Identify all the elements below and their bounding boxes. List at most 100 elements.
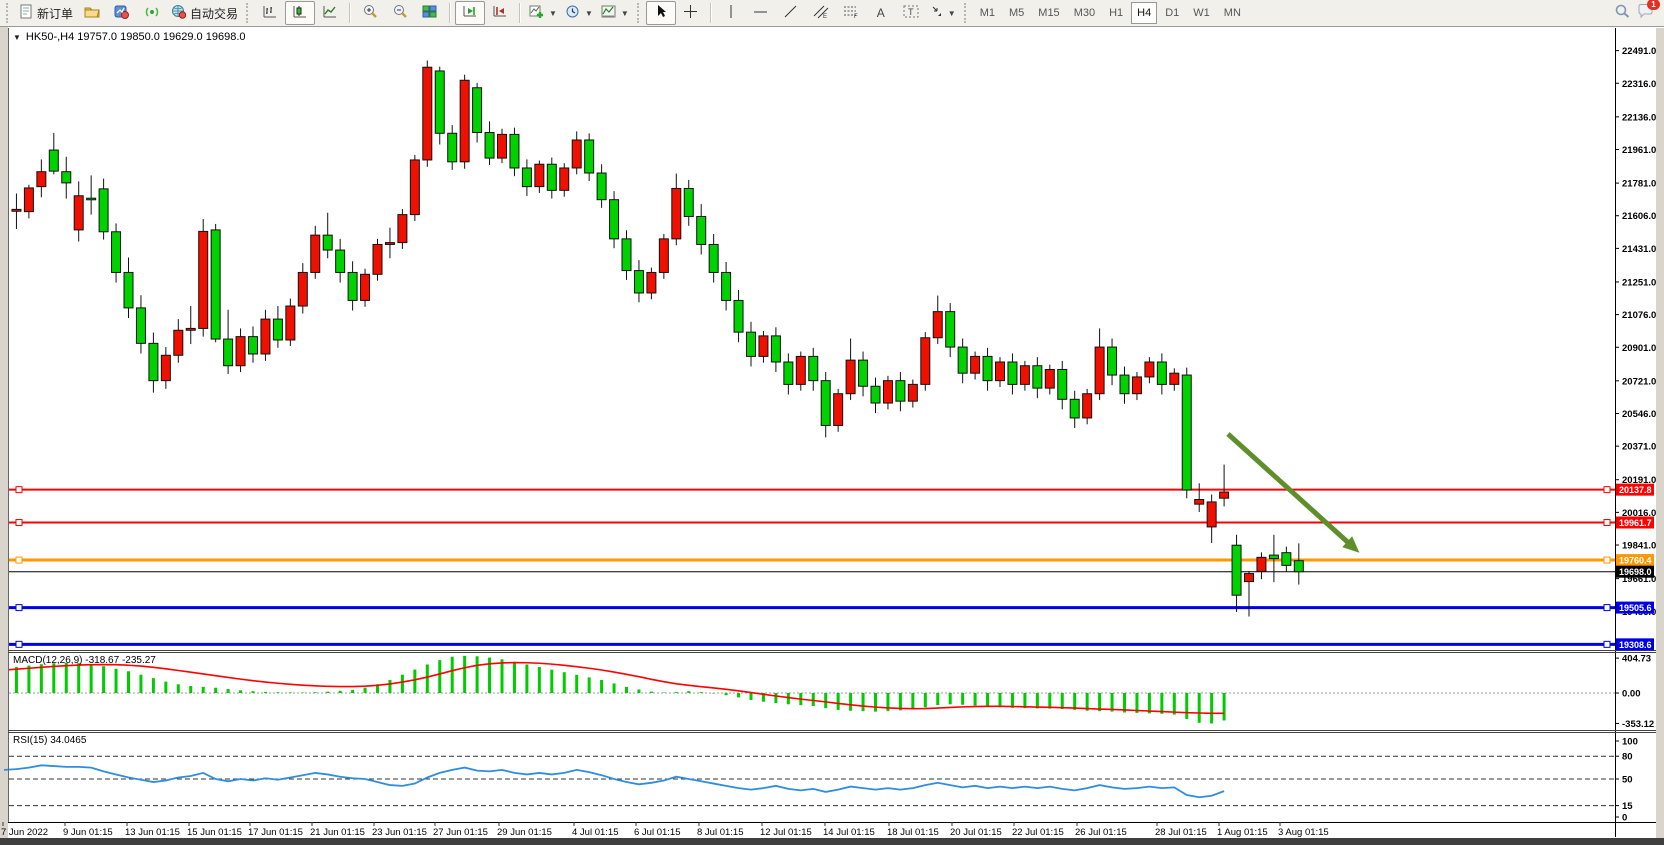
periods-button[interactable]: ▼ [561, 1, 597, 25]
chart-shift-button[interactable] [485, 1, 515, 25]
timeframe-h1-button[interactable]: H1 [1109, 7, 1124, 19]
timeframe-mn-button[interactable]: MN [1223, 7, 1241, 19]
chart-frame [8, 28, 1656, 837]
time-axis[interactable]: 7 Jun 2022 9 Jun 01:15 13 Jun 01:15 15 Jun … [1, 822, 1329, 838]
auto-scroll-button[interactable] [455, 1, 486, 25]
text-label-button[interactable]: T [896, 1, 926, 25]
toolbar-grip[interactable] [246, 3, 251, 23]
macd-pane[interactable] [4, 655, 1615, 724]
time-axis-label: 28 Jul 01:15 [1155, 827, 1207, 838]
indicators-button[interactable]: ▼ [525, 1, 561, 25]
line-handle[interactable] [1603, 486, 1611, 494]
time-axis-label: 17 Jun 01:15 [248, 827, 303, 838]
candle [1044, 368, 1055, 389]
candle [521, 167, 532, 188]
toolbar-grip[interactable] [6, 3, 11, 23]
window-left-border [0, 27, 8, 838]
line-chart-button[interactable] [315, 1, 345, 25]
time-axis-label: 8 Jul 01:15 [697, 827, 743, 838]
horizontal-line-button[interactable] [746, 1, 776, 25]
rsi-pane[interactable] [3, 755, 1615, 807]
charts-profile-button[interactable] [77, 1, 107, 25]
market-watch-button[interactable] [107, 1, 137, 25]
autotrading-button[interactable]: 自动交易 [167, 1, 242, 25]
text-button[interactable]: A [866, 1, 896, 25]
zoom-in-button[interactable] [355, 1, 385, 25]
svg-text:F: F [854, 14, 858, 19]
line-handle[interactable] [15, 604, 23, 612]
timeframe-m15-button[interactable]: M15 [1038, 7, 1060, 19]
new-order-icon [19, 4, 34, 22]
cursor-button[interactable] [645, 1, 676, 25]
arrows-button[interactable]: ▼ [926, 1, 960, 25]
price-badge-label: 19505.6 [1619, 603, 1652, 613]
candle [546, 163, 557, 191]
time-axis-label: 9 Jun 01:15 [63, 827, 113, 838]
timeframe-h4-button[interactable]: H4 [1131, 2, 1158, 24]
timeframe-d1-button[interactable]: D1 [1165, 7, 1180, 19]
main-price-pane[interactable] [0, 60, 1615, 648]
rsi-indicator-label: RSI(15) 34.0465 [13, 735, 87, 746]
line-handle[interactable] [15, 519, 23, 527]
price-axis-label: 19661.0 [1622, 574, 1656, 585]
macd-signal-line [9, 661, 1225, 715]
line-chart-icon [322, 4, 338, 22]
candle [820, 380, 831, 426]
candle [882, 380, 893, 404]
vertical-line-button[interactable] [716, 1, 746, 25]
window-right-border [1656, 28, 1664, 838]
chart-background [8, 28, 1664, 838]
autotrading-label: 自动交易 [190, 6, 239, 21]
timeframe-w1-button[interactable]: W1 [1193, 7, 1210, 19]
toolbar-grip[interactable] [963, 3, 969, 23]
crosshair-button[interactable] [676, 1, 706, 25]
trend-arrow[interactable] [1226, 432, 1354, 548]
candle [1268, 554, 1279, 560]
price-axis-label: 21606.0 [1622, 211, 1656, 222]
new-order-button[interactable]: 新订单 [15, 1, 77, 25]
candle [285, 305, 296, 341]
bar-chart-button[interactable] [255, 1, 285, 25]
candle [335, 249, 346, 273]
line-handle[interactable] [1603, 640, 1611, 648]
timeframe-m5-button[interactable]: M5 [1009, 7, 1025, 19]
tile-windows-button[interactable] [415, 1, 445, 25]
trendline-button[interactable] [776, 1, 806, 25]
fibonacci-button[interactable]: F [836, 1, 866, 25]
notifications-button[interactable]: 1 [1637, 0, 1660, 24]
equidistant-channel-button[interactable]: E [806, 1, 836, 25]
candle [932, 311, 943, 339]
candlestick-chart-button[interactable] [285, 1, 316, 25]
candle [609, 199, 620, 240]
symbol-info-bar[interactable]: ▼ HK50-,H4 19757.0 19850.0 19629.0 19698… [13, 31, 246, 43]
macd-axis-label: 0.00 [1622, 689, 1641, 700]
timeframe-m1-button[interactable]: M1 [979, 7, 995, 19]
price-axis[interactable]: 22491.0 22316.0 22136.0 21961.0 21781.0 21606… [1615, 46, 1656, 824]
line-handle[interactable] [1603, 556, 1611, 564]
candle [671, 187, 682, 240]
symbol-ohlc-text: HK50-,H4 19757.0 19850.0 19629.0 19698.0 [25, 31, 246, 43]
line-handle[interactable] [1603, 519, 1611, 527]
rsi-axis-label: 50 [1622, 775, 1633, 786]
candle [372, 243, 383, 275]
line-handle[interactable] [15, 556, 23, 564]
zoom-in-icon [362, 4, 378, 22]
price-axis-label: 21076.0 [1622, 310, 1656, 321]
zoom-out-button[interactable] [385, 1, 415, 25]
candle [148, 342, 159, 382]
candlestick-chart-icon [292, 4, 308, 22]
one-click-trading-arrow-icon[interactable]: ▼ [13, 32, 21, 42]
line-handle[interactable] [15, 486, 23, 494]
signals-button[interactable] [137, 1, 167, 25]
timeframe-m30-button[interactable]: M30 [1073, 7, 1096, 19]
candle [135, 307, 146, 344]
line-handle[interactable] [1603, 604, 1611, 612]
templates-button[interactable]: ▼ [597, 1, 633, 25]
line-handle[interactable] [15, 640, 23, 648]
main-toolbar: 新订单 自动交易 [0, 0, 1664, 27]
toolbar-grip[interactable] [636, 3, 642, 23]
search-icon[interactable] [1614, 3, 1631, 24]
cursor-arrow-icon [654, 4, 668, 22]
